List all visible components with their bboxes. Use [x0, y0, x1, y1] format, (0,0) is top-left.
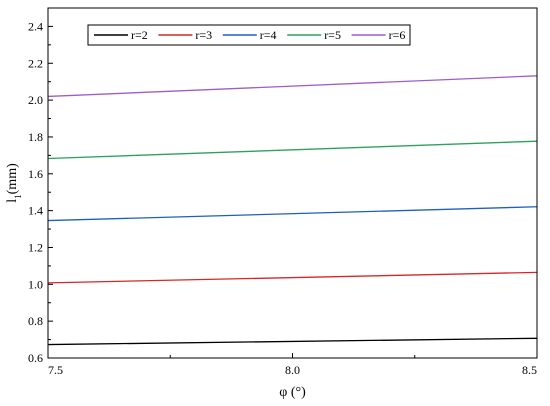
legend-label: r=5: [324, 28, 341, 42]
y-axis-label: l1(mm): [5, 163, 23, 203]
legend: r=2 r=3 r=4 r=5 r=6: [87, 24, 411, 46]
legend-label: r=2: [131, 28, 148, 42]
x-tick-label: 8.0: [285, 363, 300, 377]
x-tick-label: 8.5: [522, 363, 537, 377]
series-lines: [47, 75, 538, 346]
y-tick-label: 1.8: [28, 130, 43, 144]
legend-label: r=6: [389, 28, 406, 42]
series-line-r2: [47, 337, 538, 346]
series-line-r3: [47, 271, 538, 284]
x-axis-ticks: 7.5 8.0 8.5: [47, 353, 538, 377]
y-tick-label: 0.6: [28, 351, 43, 365]
series-line-r5: [47, 140, 538, 160]
y-axis-ticks: 0.6 0.8 1.0 1.2 1.4 1.6 1.8 2.0 2.2 2.4: [28, 19, 53, 365]
series-line-r6: [47, 75, 538, 98]
y-axis-label-main: l: [5, 199, 20, 203]
y-tick-label: 1.0: [28, 277, 43, 291]
legend-label: r=4: [260, 28, 277, 42]
y-tick-label: 0.8: [28, 314, 43, 328]
y-tick-label: 1.6: [28, 167, 43, 181]
y-tick-label: 2.2: [28, 56, 43, 70]
x-axis-label: φ (°): [279, 385, 306, 400]
plot-frame: [47, 7, 538, 359]
minor-ticks: [48, 44, 416, 358]
series-line-r4: [47, 206, 538, 222]
y-tick-label: 2.4: [28, 19, 43, 33]
legend-label: r=3: [195, 28, 212, 42]
y-axis-label-subscript: 1: [13, 194, 23, 199]
y-tick-label: 1.2: [28, 240, 43, 254]
y-axis-label-unit: (mm): [5, 163, 20, 194]
y-tick-label: 2.0: [28, 93, 43, 107]
y-tick-label: 1.4: [28, 204, 43, 218]
x-tick-label: 7.5: [48, 363, 63, 377]
